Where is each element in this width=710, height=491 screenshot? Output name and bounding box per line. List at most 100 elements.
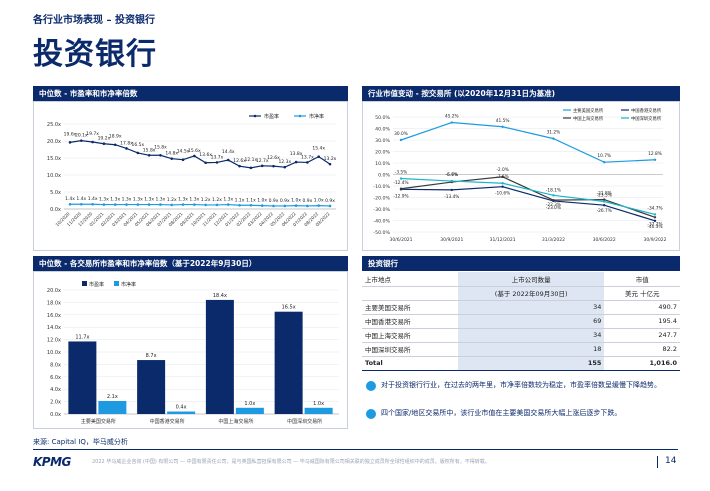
data-label: 10.7% <box>597 153 611 159</box>
data-point <box>102 203 106 206</box>
table-cell-name: 主要美国交易所 <box>362 300 458 315</box>
table-cell-count: 18 <box>457 342 605 357</box>
y-tick-label: 20.0x <box>47 288 61 294</box>
x-tick-label: 30/6/2022 <box>593 237 616 243</box>
data-point <box>501 182 504 185</box>
table-total-row: Total 155 1,016.0 <box>362 355 680 371</box>
y-tick-label: 0.0x <box>50 207 61 213</box>
table-cell-value: 82.2 <box>604 342 680 357</box>
data-point <box>260 204 264 207</box>
data-label: 1.3x <box>144 197 154 203</box>
data-point <box>147 203 151 206</box>
data-label: 31.2% <box>547 130 561 136</box>
data-point <box>653 219 657 223</box>
data-point <box>552 194 555 197</box>
note-1: 对于投资银行行业，在过去的两年里，市净率倍数较为稳定，市盈率倍数呈缓慢下降趋势。 <box>366 380 676 391</box>
data-label: 14.5x <box>177 149 190 155</box>
data-label: 1.3x <box>178 197 188 203</box>
data-point <box>226 203 230 206</box>
data-label: 19.7x <box>86 131 99 137</box>
bar-data-label: 8.7x <box>146 353 157 359</box>
data-label: -26.7% <box>597 208 612 214</box>
legend-marker <box>253 114 257 118</box>
y-tick-label: 14.0x <box>47 325 61 331</box>
data-point <box>181 158 185 161</box>
data-label: 14.4x <box>222 149 235 155</box>
data-label: -34.7% <box>647 205 662 211</box>
data-point <box>113 143 117 147</box>
table-header-value: 市值 <box>604 272 680 287</box>
table-cell-name: 中国上海交易所 <box>362 328 458 343</box>
data-point <box>147 153 151 157</box>
y-tick-label: -30.0% <box>373 207 390 213</box>
data-point <box>204 161 207 165</box>
y-tick-label: 16.0x <box>47 313 61 319</box>
data-label: 41.5% <box>496 118 510 124</box>
data-label: 13.2x <box>324 156 337 162</box>
data-point <box>653 158 657 161</box>
series-line-pe <box>69 140 331 169</box>
bar <box>235 407 264 414</box>
y-tick-label: 40.0% <box>375 127 390 133</box>
data-point <box>399 177 403 180</box>
data-point <box>294 204 298 207</box>
data-point <box>450 121 453 124</box>
data-point <box>603 200 606 203</box>
table-cell-value: 490.7 <box>604 300 680 315</box>
series-line <box>400 177 656 215</box>
data-point <box>283 165 287 169</box>
data-label: 14.8x <box>165 151 178 157</box>
pe-pb-trend-chart: 0.0x5.0x10.0x15.0x20.0x25.0x10/202011/20… <box>47 113 337 228</box>
data-point <box>552 137 555 140</box>
data-label: 15.8x <box>143 147 156 153</box>
y-tick-label: -20.0% <box>373 196 390 202</box>
table-row: 中国深圳交易所 18 82.2 <box>362 342 680 357</box>
data-label: 1.3x <box>122 197 132 203</box>
data-label: 30.0% <box>394 131 408 137</box>
table-row: 中国香港交易所 69 195.4 <box>362 314 680 329</box>
data-label: 15.6x <box>188 148 201 154</box>
data-point <box>215 203 219 207</box>
series-line <box>400 121 656 163</box>
table-header-row: 上市地点 上市公司数量 市值 <box>362 272 680 287</box>
x-tick-label: 31/12/2021 <box>490 237 516 243</box>
data-point <box>501 185 504 188</box>
data-label: 1.4x <box>88 196 98 202</box>
y-tick-label: -40.0% <box>373 219 390 225</box>
data-point <box>102 142 106 146</box>
data-point <box>215 161 219 164</box>
data-label: 1.2x <box>167 197 177 203</box>
bar-data-label: 16.5x <box>282 305 296 311</box>
note-text: 四个国家/地区交易所中，该行业市值在主要美国交易所大幅上涨后逐步下跌。 <box>381 409 622 417</box>
legal-text: 2022 毕马威企业咨询 (中国) 有限公司 — 中国有限责任公司，是与英国私营… <box>92 459 490 465</box>
y-tick-label: 5.0x <box>50 190 61 196</box>
data-point <box>501 125 504 128</box>
table-cell-count: 69 <box>457 314 605 329</box>
data-point <box>80 202 83 206</box>
table-row: 主要美国交易所 34 490.7 <box>362 300 680 315</box>
source-note: 来源: Capital IQ，毕马威分析 <box>33 438 128 446</box>
data-label: 13.6x <box>199 152 212 158</box>
table-header-location: 上市地点 <box>362 272 458 287</box>
data-label: 0.9x <box>280 198 290 204</box>
y-tick-label: 6.0x <box>50 375 61 381</box>
y-tick-label: 20.0x <box>47 139 61 145</box>
series-line <box>400 186 656 222</box>
data-label: 1.3x <box>110 197 120 203</box>
y-tick-label: 0.0% <box>378 173 390 179</box>
data-point <box>136 151 140 155</box>
bar <box>98 400 127 414</box>
data-label: 12.3x <box>278 159 291 165</box>
data-label: 20.1x <box>75 133 88 139</box>
market-cap-change-panel: -50.0% -40.0% -30.0% -20.0% -10.0% 0.0% 10.0% 2… <box>362 101 680 251</box>
bar <box>274 311 303 414</box>
bullet-dot-icon <box>366 381 376 391</box>
table-total-count: 155 <box>457 355 605 371</box>
data-point <box>125 203 128 206</box>
data-label: 13.8x <box>290 151 303 157</box>
market-cap-change-chart: -50.0% -40.0% -30.0% -20.0% -10.0% 0.0% 10.0% 2… <box>373 107 666 243</box>
data-point <box>328 204 332 208</box>
table-cell-value: 247.7 <box>604 328 680 343</box>
data-label: 1.0x <box>291 198 301 204</box>
data-point <box>125 147 128 150</box>
